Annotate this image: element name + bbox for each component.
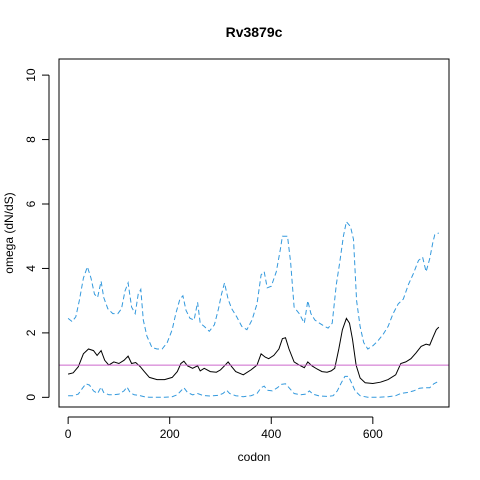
plot-lines xyxy=(59,220,449,398)
x-tick-label: 400 xyxy=(261,427,281,441)
y-tick-label: 4 xyxy=(24,265,38,272)
x-tick-label: 200 xyxy=(160,427,180,441)
y-tick-label: 2 xyxy=(24,329,38,336)
y-tick-label: 6 xyxy=(24,200,38,207)
series-estimate-line xyxy=(67,317,440,385)
series-upper-bound-line xyxy=(67,220,439,350)
x-tick-label: 0 xyxy=(65,427,72,441)
y-axis: 0 2 4 6 8 10 xyxy=(24,68,50,401)
plot-frame xyxy=(58,58,450,408)
x-axis: 0 200 400 600 xyxy=(65,416,383,441)
y-axis-label: omega (dN/dS) xyxy=(2,192,16,273)
series-lower-bound-line xyxy=(68,375,440,398)
x-axis-label: codon xyxy=(238,450,271,464)
y-tick-label: 0 xyxy=(24,394,38,401)
x-tick-label: 600 xyxy=(363,427,383,441)
y-tick-label: 10 xyxy=(24,68,38,82)
y-tick-label: 8 xyxy=(24,136,38,143)
chart-title: Rv3879c xyxy=(226,24,283,40)
